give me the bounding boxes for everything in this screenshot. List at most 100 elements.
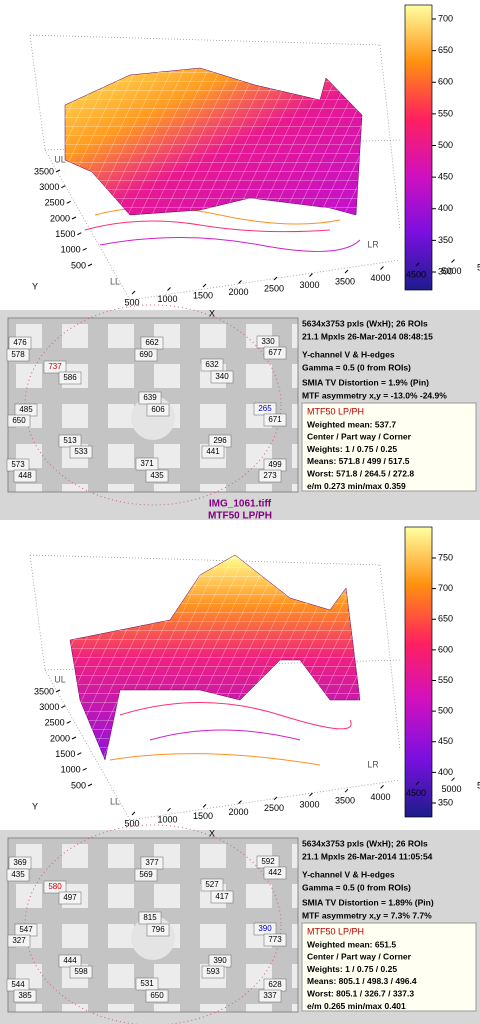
y-tick-label: 500	[71, 260, 86, 270]
colorbar-tick-label: 500	[438, 140, 453, 150]
roi-box	[69, 445, 93, 459]
roi-box	[146, 403, 170, 417]
x-tick-label: 4000	[370, 792, 390, 802]
contour	[149, 729, 301, 741]
colorbar-tick-label: 350	[438, 235, 453, 245]
roi-box	[201, 965, 225, 979]
x-tick-label: 3000	[299, 799, 319, 809]
x-axis-label: X	[209, 828, 215, 838]
box-edge	[379, 44, 401, 231]
corner-label: LR	[367, 239, 379, 249]
info-line: Gamma = 0.5 (0 from ROIs)	[302, 362, 411, 372]
mtf-line: Worst: 571.8 / 264.5 / 272.8	[307, 468, 414, 478]
mtf-line: Weights: 1 / 0.75 / 0.25	[307, 964, 397, 974]
y-tick-label: 1500	[55, 749, 75, 759]
colorbar-tick-label: 400	[438, 203, 453, 213]
x-tick-label: 5000	[441, 784, 461, 794]
mtf-title: MTF50 LP/PH	[307, 406, 364, 416]
y-tick	[82, 767, 87, 771]
roi-value: 340	[215, 372, 229, 381]
colorbar-tick-label: 700	[438, 13, 453, 23]
roi-box	[43, 360, 67, 374]
roi-value: 448	[18, 471, 32, 480]
x-tick	[131, 811, 136, 816]
roi-circle	[24, 824, 282, 1024]
box-edge	[29, 554, 381, 566]
roi-value: 371	[140, 459, 154, 468]
colorbar-tick-label: 650	[438, 45, 453, 55]
roi-value: 544	[11, 980, 25, 989]
colorbar-tick-label: 650	[438, 614, 453, 624]
x-tick	[344, 788, 349, 793]
mtf-line: Weights: 1 / 0.75 / 0.25	[307, 444, 397, 454]
mtf-line: Means: 805.1 / 498.3 / 496.4	[307, 976, 417, 986]
colorbar	[404, 4, 433, 291]
y-tick	[66, 200, 71, 204]
y-tick-label: 500	[71, 780, 86, 790]
roi-value: 390	[213, 956, 227, 965]
roi-box	[134, 348, 158, 362]
roi-value: 773	[268, 935, 282, 944]
y-tick-label: 1000	[61, 245, 81, 255]
roi-value: 677	[268, 348, 282, 357]
roi-value: 369	[13, 858, 27, 867]
y-tick	[77, 752, 82, 756]
info-line: MTF asymmetry x,y = 7.3% 7.7%	[302, 910, 432, 920]
colorbar-tick-label: 400	[438, 767, 453, 777]
roi-value: 815	[143, 913, 157, 922]
x-tick-label: 2500	[264, 283, 284, 293]
x-tick-label: 3500	[335, 796, 355, 806]
x-tick-label: 3500	[335, 276, 355, 286]
colorbar-tick-label: 550	[438, 108, 453, 118]
box-edge	[129, 779, 401, 821]
roi-value: 586	[63, 373, 77, 382]
colorbar	[404, 526, 433, 818]
roi-value: 547	[19, 925, 33, 934]
info-line: 21.1 Mpxls 26-Mar-2014 08:48:15	[302, 331, 433, 341]
roi-value: 580	[48, 882, 62, 891]
roi-value: 628	[268, 980, 282, 989]
roi-value: 390	[258, 924, 272, 933]
y-tick	[55, 169, 61, 173]
y-tick	[71, 216, 77, 220]
roi-value: 435	[150, 471, 164, 480]
roi-value: 265	[258, 404, 272, 413]
roi-box	[145, 469, 169, 483]
x-tick-label: 4000	[370, 273, 390, 283]
box-edge	[29, 34, 381, 46]
colorbar-tick-label: 600	[438, 644, 453, 654]
x-tick	[309, 273, 313, 277]
y-tick-label: 3000	[39, 702, 59, 712]
roi-value: 531	[140, 979, 154, 988]
colorbar-tick-label: 300	[438, 266, 453, 276]
info-line: 5634x3753 pxls (WxH); 26 ROIs	[302, 838, 428, 848]
roi-value: 606	[151, 405, 165, 414]
info-line: Y-channel V & H-edges	[302, 869, 395, 879]
colorbar-tick-label: 350	[438, 797, 453, 807]
colorbar-tick-label: 750	[438, 552, 453, 562]
roi-value: 497	[63, 893, 77, 902]
caption-metric: MTF50 LP/PH	[208, 511, 272, 522]
mtf-line: Worst: 805.1 / 326.7 / 337.3	[307, 988, 414, 998]
roi-value: 513	[63, 436, 77, 445]
roi-value: 385	[18, 991, 32, 1000]
corner-label: LL	[110, 276, 120, 286]
y-tick-label: 2500	[45, 718, 65, 728]
corner-label: LL	[110, 796, 120, 806]
roi-value: 598	[74, 967, 88, 976]
y-tick-label: 3500	[34, 686, 54, 696]
roi-value: 650	[150, 991, 164, 1000]
roi-value: 476	[13, 338, 27, 347]
roi-value: 442	[268, 868, 282, 877]
x-tick	[131, 290, 136, 295]
x-tick	[238, 800, 242, 804]
roi-box	[58, 891, 82, 905]
x-tick-label: 500	[124, 818, 139, 828]
x-tick	[273, 276, 278, 281]
info-line: SMIA TV Distortion = 1.89% (Pin)	[302, 897, 434, 907]
roi-box	[258, 469, 282, 483]
y-tick-label: 3500	[34, 166, 54, 176]
roi-box	[263, 413, 287, 427]
roi-value: 650	[12, 416, 26, 425]
roi-box	[263, 933, 287, 947]
